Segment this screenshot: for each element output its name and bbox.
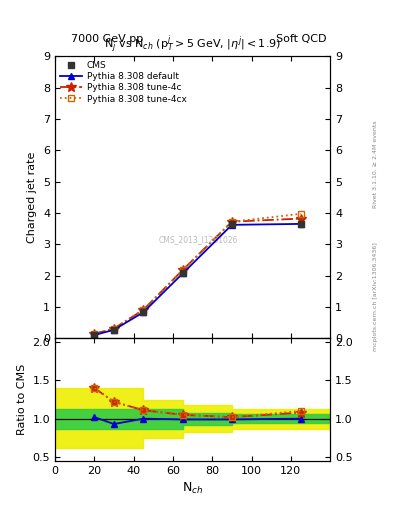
- X-axis label: N$_{ch}$: N$_{ch}$: [182, 481, 203, 496]
- Pythia 8.308 default: [180, 270, 185, 276]
- Text: 7000 GeV pp: 7000 GeV pp: [71, 33, 143, 44]
- Pythia 8.308 tune-4c: [298, 216, 303, 222]
- Line: CMS: CMS: [91, 221, 304, 338]
- Text: mcplots.cern.ch [arXiv:1306.3436]: mcplots.cern.ch [arXiv:1306.3436]: [373, 243, 378, 351]
- Title: N$_j$ vs N$_{ch}$ (p$_T^j$$>$5 GeV, |$\eta^j$|$<$1.9): N$_j$ vs N$_{ch}$ (p$_T^j$$>$5 GeV, |$\e…: [104, 34, 281, 56]
- CMS: [180, 270, 185, 276]
- Pythia 8.308 tune-4cx: [141, 307, 146, 313]
- Pythia 8.308 default: [141, 309, 146, 315]
- Line: Pythia 8.308 tune-4cx: Pythia 8.308 tune-4cx: [91, 210, 304, 337]
- Text: Rivet 3.1.10, ≥ 2.4M events: Rivet 3.1.10, ≥ 2.4M events: [373, 120, 378, 208]
- Pythia 8.308 tune-4cx: [92, 331, 97, 337]
- Text: CMS_2013_I1261026: CMS_2013_I1261026: [158, 235, 238, 244]
- Legend: CMS, Pythia 8.308 default, Pythia 8.308 tune-4c, Pythia 8.308 tune-4cx: CMS, Pythia 8.308 default, Pythia 8.308 …: [58, 59, 188, 105]
- Pythia 8.308 tune-4c: [180, 267, 185, 273]
- Pythia 8.308 tune-4c: [141, 307, 146, 313]
- Y-axis label: Charged jet rate: Charged jet rate: [28, 152, 37, 243]
- Pythia 8.308 default: [298, 221, 303, 227]
- Pythia 8.308 default: [112, 327, 116, 333]
- CMS: [298, 221, 303, 227]
- CMS: [230, 221, 234, 227]
- CMS: [112, 327, 116, 333]
- Pythia 8.308 tune-4cx: [298, 211, 303, 217]
- Y-axis label: Ratio to CMS: Ratio to CMS: [17, 364, 27, 435]
- CMS: [141, 309, 146, 315]
- Pythia 8.308 tune-4c: [230, 219, 234, 225]
- Text: Soft QCD: Soft QCD: [276, 33, 326, 44]
- Line: Pythia 8.308 default: Pythia 8.308 default: [91, 221, 304, 338]
- Pythia 8.308 tune-4c: [92, 331, 97, 337]
- Pythia 8.308 tune-4cx: [112, 326, 116, 332]
- Pythia 8.308 default: [230, 222, 234, 228]
- Pythia 8.308 tune-4cx: [230, 219, 234, 225]
- Pythia 8.308 default: [92, 332, 97, 338]
- Pythia 8.308 tune-4cx: [180, 267, 185, 273]
- CMS: [92, 332, 97, 338]
- Line: Pythia 8.308 tune-4c: Pythia 8.308 tune-4c: [90, 214, 305, 339]
- Pythia 8.308 tune-4c: [112, 326, 116, 332]
